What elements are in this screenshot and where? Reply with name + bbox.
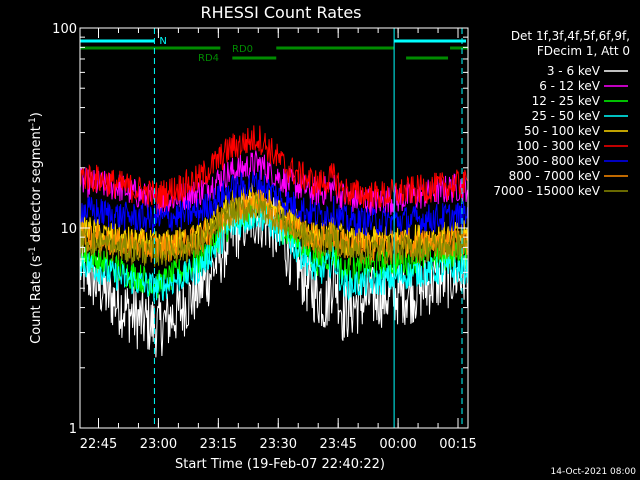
- legend-label: 25 - 50 keV: [532, 109, 601, 123]
- x-tick-label: 23:15: [200, 437, 237, 452]
- y-tick-label: 10: [60, 222, 77, 237]
- series-line-100-300-kev: [79, 125, 468, 210]
- legend-label: 300 - 800 keV: [516, 154, 600, 168]
- legend-label: 100 - 300 keV: [516, 139, 600, 153]
- rd0-label: RD0: [232, 44, 253, 55]
- x-tick-label: 00:15: [439, 437, 476, 452]
- rd4-label: RD4: [198, 53, 219, 64]
- n-label: N: [159, 36, 166, 47]
- x-axis: 22:45 23:00 23:15 23:30 23:45 00:00 00:15: [80, 28, 477, 452]
- y-axis-label-part1: Count Rate (s: [29, 255, 44, 344]
- x-tick-label: 23:30: [260, 437, 297, 452]
- legend-label: 12 - 25 keV: [532, 94, 601, 108]
- x-tick-label: 23:00: [140, 437, 177, 452]
- series-line-800-7000-kev: [79, 189, 468, 263]
- x-tick-label: 00:00: [379, 437, 416, 452]
- annotation-layer: N RD0 RD4: [80, 36, 468, 64]
- series-line-7000-15000-kev: [79, 192, 468, 267]
- footer-timestamp: 14-Oct-2021 08:00: [551, 467, 637, 477]
- legend-header-line2: FDecim 1, Att 0: [537, 44, 630, 58]
- y-axis-label-sup1: -1: [28, 246, 38, 255]
- chart-title: RHESSI Count Rates: [201, 3, 362, 22]
- y-axis-label-sup2: -1: [28, 117, 38, 126]
- legend-label: 7000 - 15000 keV: [493, 184, 600, 198]
- legend-label: 6 - 12 keV: [539, 79, 601, 93]
- legend-label: 3 - 6 keV: [547, 64, 601, 78]
- series-layer: [79, 125, 468, 358]
- legend-header-line1: Det 1f,3f,4f,5f,6f,9f,: [511, 29, 630, 43]
- y-axis-label-part2: detector segment: [29, 126, 44, 246]
- x-tick-label: 23:45: [319, 437, 356, 452]
- legend-label: 800 - 7000 keV: [509, 169, 601, 183]
- y-axis: 1 10 100: [52, 22, 468, 437]
- series-line-3-6-kev: [79, 191, 468, 358]
- series-line-25-50-kev: [79, 203, 468, 302]
- series-line-300-800-kev: [79, 170, 468, 237]
- y-tick-label: 100: [52, 22, 77, 37]
- legend-label: 50 - 100 keV: [524, 124, 601, 138]
- x-axis-label: Start Time (19-Feb-07 22:40:22): [175, 457, 385, 472]
- y-axis-label: Count Rate (s-1 detector segment-1): [28, 112, 44, 344]
- legend: Det 1f,3f,4f,5f,6f,9f, FDecim 1, Att 0 3…: [493, 29, 630, 198]
- x-tick-label: 22:45: [80, 437, 117, 452]
- y-axis-label-end: ): [29, 112, 44, 117]
- y-tick-label: 1: [69, 422, 77, 437]
